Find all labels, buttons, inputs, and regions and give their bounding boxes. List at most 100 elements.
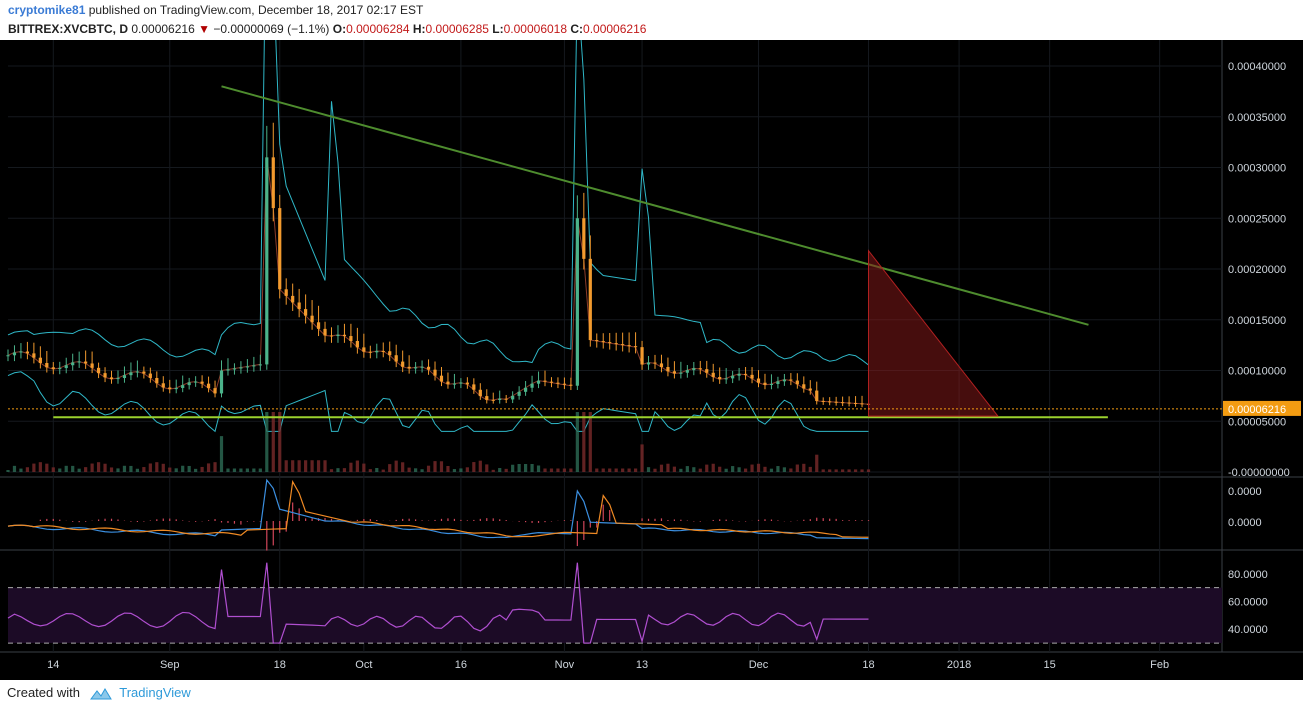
volume-bar (776, 466, 780, 472)
volume-bar (96, 462, 101, 472)
volume-bar (756, 463, 761, 472)
candle-body (640, 347, 644, 365)
volume-bar (304, 460, 308, 472)
candle-body (847, 402, 851, 404)
candle-body (45, 362, 49, 368)
candle-body (601, 341, 605, 343)
volume-bar (135, 468, 139, 472)
trendline (221, 85, 1089, 326)
candle-body (782, 379, 786, 382)
candle-body (608, 342, 612, 344)
candle-body (19, 351, 23, 353)
close-label: C: (570, 22, 584, 36)
volume-bar (588, 412, 592, 472)
candle-body (323, 328, 327, 336)
volume-bar (731, 466, 735, 472)
candle-body (161, 383, 165, 388)
price-tick-label: 0.00015000 (1228, 315, 1286, 327)
candle-body (731, 375, 735, 379)
volume-bar (414, 468, 418, 472)
candle-body (439, 375, 444, 382)
time-tick-label: 14 (47, 659, 59, 671)
tradingview-link[interactable]: TradingView (119, 685, 191, 700)
volume-bar (342, 468, 347, 472)
rsi-tick-label: 40.0000 (1228, 624, 1268, 636)
published-text: published on TradingView.com, December 1… (88, 3, 424, 17)
volume-bar (821, 469, 825, 472)
candle-body (342, 334, 347, 337)
price-tick-label: 0.00030000 (1228, 163, 1286, 175)
candle-body (621, 344, 625, 346)
volume-bar (368, 469, 372, 472)
candle-body (258, 364, 262, 366)
volume-bar (860, 469, 864, 472)
volume-bar (226, 468, 230, 472)
volume-bar (504, 468, 508, 472)
annotations (53, 85, 1108, 419)
candle-body (459, 382, 463, 384)
volume-bar (25, 467, 30, 472)
candle-body (362, 347, 366, 352)
price-axis: 0.00040000 0.00035000 0.00030000 0.00025000… (8, 61, 1301, 636)
candle-body (828, 401, 832, 403)
time-tick-label: Dec (749, 659, 769, 671)
macd-pane (7, 478, 870, 551)
candle-body (659, 363, 664, 368)
candle-body (265, 157, 269, 365)
volume-bar (556, 468, 560, 472)
candle-body (401, 361, 405, 367)
volume-bar (103, 463, 107, 472)
volume-bar (724, 468, 728, 472)
rsi-line (7, 562, 869, 644)
volume-bar (485, 464, 489, 472)
volume-bar (401, 462, 405, 472)
volume-bar (316, 460, 321, 472)
author-name[interactable]: cryptomike81 (8, 3, 86, 17)
candle-body (25, 351, 30, 354)
volume-bar (291, 460, 295, 472)
candle-body (853, 402, 858, 404)
time-tick-label: Feb (1150, 659, 1169, 671)
volume-bar (187, 465, 191, 472)
candle-body (349, 336, 353, 341)
volume-bar (64, 465, 68, 472)
volume-bar (77, 468, 81, 472)
candle-body (394, 355, 398, 362)
volume-bar (258, 468, 262, 472)
footer: Created with TradingView (7, 685, 191, 700)
open-value: 0.00006284 (346, 22, 410, 36)
candle-body (155, 377, 159, 384)
candle-body (582, 218, 586, 259)
candle-body (517, 391, 521, 396)
volume-bar (51, 467, 55, 472)
tradingview-logo-icon (89, 688, 112, 700)
price-chart[interactable]: 0.00040000 0.00035000 0.00030000 0.00025000… (0, 40, 1303, 680)
candle-body (536, 380, 541, 384)
candle-body (304, 309, 308, 316)
volume-bar (640, 444, 644, 472)
price-tick-label: 0.00035000 (1228, 112, 1286, 124)
volume-bar (394, 460, 398, 472)
volume-bar (232, 468, 237, 472)
candle-body (426, 366, 431, 370)
volume-bar (12, 465, 17, 472)
price-tick-label: 0.00005000 (1228, 416, 1286, 428)
volume-bar (206, 463, 211, 472)
price-tick-label: -0.00000000 (1228, 467, 1290, 479)
volume-bar (433, 461, 437, 472)
candle-body (724, 378, 728, 380)
candle-body (672, 371, 677, 374)
volume-bar (38, 462, 42, 472)
signal-line (7, 479, 869, 538)
candle-body (530, 383, 534, 388)
candle-body (633, 346, 638, 348)
volume-bar (627, 468, 631, 472)
volume-bar (853, 469, 858, 472)
candle-body (685, 370, 689, 373)
candle-body (511, 395, 515, 400)
volume-bar (388, 464, 392, 472)
volume-bar (472, 462, 476, 472)
volume-bar (148, 463, 152, 472)
volume-bar (633, 468, 638, 472)
bollinger-upper (7, 40, 869, 366)
